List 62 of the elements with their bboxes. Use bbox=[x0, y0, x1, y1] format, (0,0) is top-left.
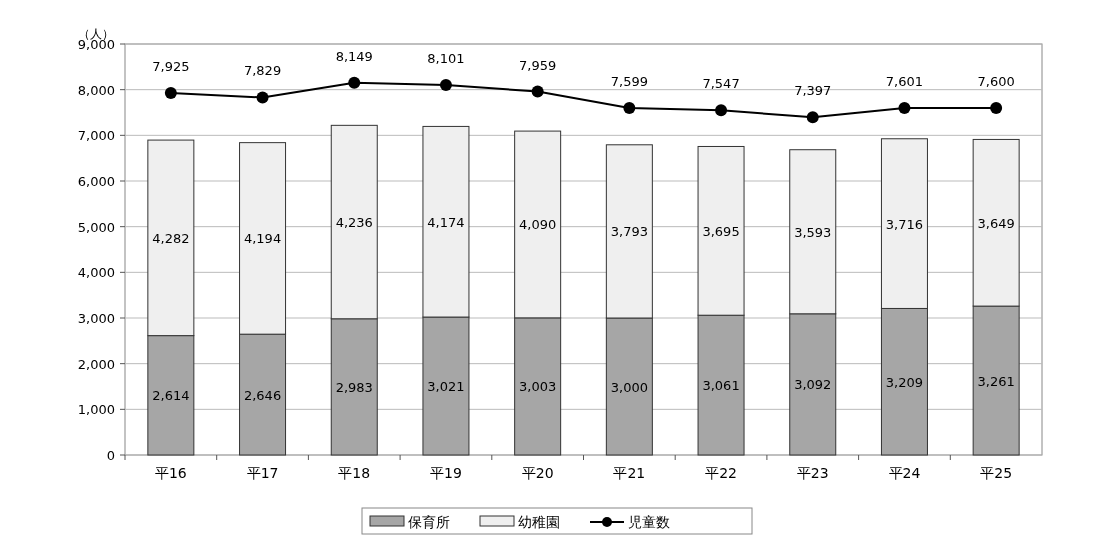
y-tick-label: 2,000 bbox=[77, 356, 115, 372]
data-label: 4,174 bbox=[427, 214, 465, 230]
data-label: 8,149 bbox=[335, 48, 373, 64]
data-label: 3,793 bbox=[610, 224, 648, 240]
data-label: 4,282 bbox=[152, 230, 190, 246]
point bbox=[164, 87, 177, 100]
x-tick-label: 平17 bbox=[246, 465, 279, 481]
data-label: 3,003 bbox=[519, 379, 557, 395]
data-label: 7,601 bbox=[885, 73, 924, 89]
data-label: 2,983 bbox=[335, 379, 373, 395]
x-tick-label: 平22 bbox=[705, 465, 737, 481]
data-label: 7,829 bbox=[243, 63, 282, 79]
data-label: 3,209 bbox=[885, 374, 924, 390]
x-tick-label: 平19 bbox=[430, 465, 462, 481]
x-tick-label: 平21 bbox=[613, 465, 646, 481]
data-label: 7,397 bbox=[794, 83, 832, 99]
data-label: 7,925 bbox=[152, 59, 190, 75]
x-tick-label: 平16 bbox=[154, 465, 187, 481]
point bbox=[806, 111, 819, 124]
y-tick-label: 5,000 bbox=[77, 219, 115, 235]
legend-label: 保育所 bbox=[408, 514, 450, 530]
y-tick-label: 3,000 bbox=[77, 311, 115, 326]
data-label: 3,593 bbox=[794, 224, 832, 240]
data-label: 7,959 bbox=[519, 57, 557, 73]
data-label: 2,614 bbox=[152, 388, 190, 404]
data-label: 3,092 bbox=[794, 377, 832, 393]
y-tick-label: 6,000 bbox=[77, 174, 115, 189]
y-tick-label: 8,000 bbox=[77, 82, 115, 98]
x-tick-label: 平23 bbox=[796, 465, 829, 481]
data-label: 4,236 bbox=[335, 215, 373, 231]
data-label: 3,649 bbox=[977, 215, 1015, 231]
point bbox=[439, 79, 452, 92]
data-label: 8,101 bbox=[427, 51, 465, 67]
data-label: 3,021 bbox=[427, 379, 465, 395]
x-tick-label: 平25 bbox=[980, 465, 1013, 481]
x-tick-label: 平18 bbox=[338, 465, 371, 481]
point bbox=[531, 85, 544, 98]
data-label: 2,646 bbox=[243, 387, 282, 403]
y-tick-label: 7,000 bbox=[77, 128, 115, 144]
point bbox=[715, 104, 728, 117]
legend-label: 幼稚園 bbox=[518, 514, 560, 530]
x-tick-label: 平24 bbox=[888, 465, 921, 481]
point bbox=[348, 76, 361, 89]
point bbox=[623, 101, 636, 114]
point bbox=[990, 101, 1003, 114]
data-label: 7,547 bbox=[702, 76, 740, 92]
legend-label: 児童数 bbox=[628, 514, 670, 530]
data-label: 3,716 bbox=[885, 216, 924, 232]
data-label: 3,061 bbox=[702, 378, 740, 394]
y-tick-label: 4,000 bbox=[77, 265, 115, 281]
data-label: 3,695 bbox=[702, 223, 740, 239]
data-label: 3,261 bbox=[977, 373, 1015, 389]
point bbox=[898, 101, 911, 114]
data-label: 7,599 bbox=[610, 73, 648, 89]
data-label: 7,600 bbox=[977, 73, 1015, 89]
data-label: 4,194 bbox=[243, 231, 282, 247]
y-tick-label: 0 bbox=[106, 448, 115, 463]
data-label: 4,090 bbox=[519, 217, 557, 233]
y-tick-label: 1,000 bbox=[77, 402, 115, 418]
point bbox=[256, 91, 269, 104]
data-label: 3,000 bbox=[610, 379, 648, 395]
x-tick-label: 平20 bbox=[521, 465, 554, 481]
